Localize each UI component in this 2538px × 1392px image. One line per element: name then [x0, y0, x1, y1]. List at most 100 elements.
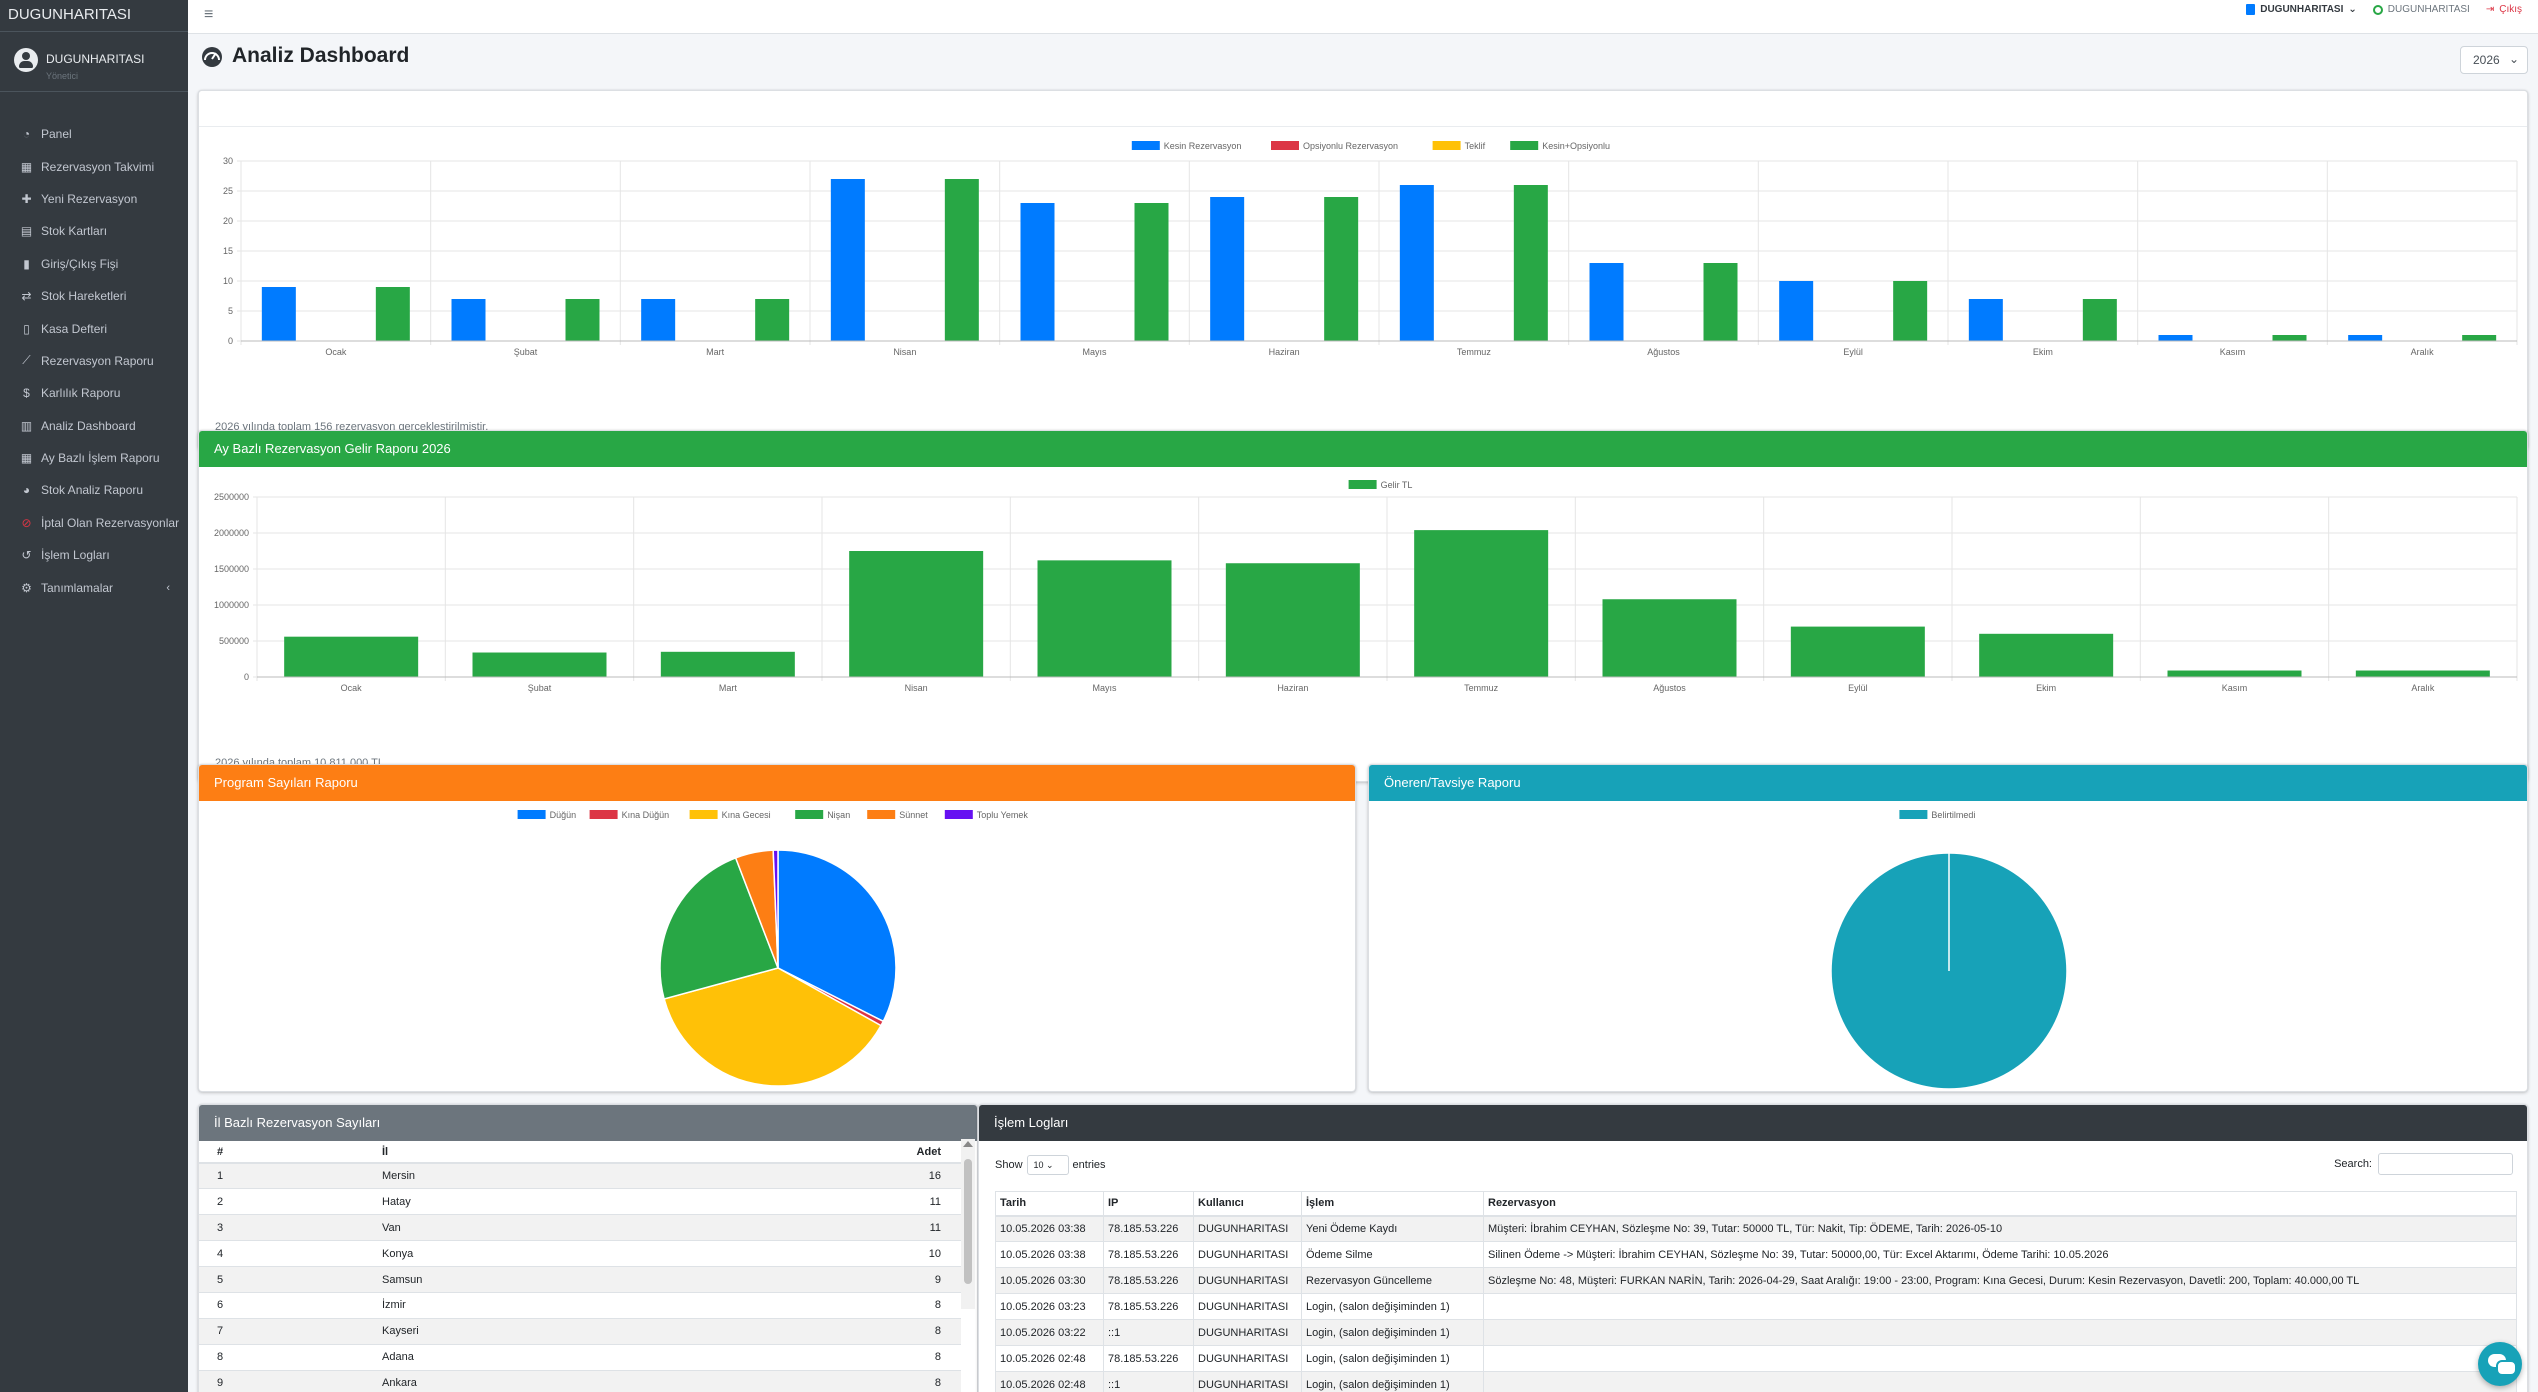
sidebar-item-analysis-dashboard[interactable]: ▥ Analiz Dashboard — [0, 410, 188, 442]
sidebar-item-cancelled-reservations[interactable]: ⊘ İptal Olan Rezervasyonlar — [0, 507, 188, 539]
user-panel[interactable]: DUGUNHARITASI Yönetici — [0, 32, 188, 92]
table-row[interactable]: 2 Hatay 11 — [199, 1188, 961, 1215]
sidebar-item-transaction-logs[interactable]: ↺ İşlem Logları — [0, 539, 188, 571]
table-cell: 78.185.53.226 — [1103, 1345, 1194, 1372]
bar — [1979, 633, 2114, 677]
table-row[interactable]: 4 Konya 10 — [199, 1240, 961, 1267]
legend-swatch — [589, 810, 618, 819]
entries-select[interactable]: 10 ⌄ — [1026, 1155, 1069, 1175]
column-header[interactable]: Kullanıcı — [1193, 1191, 1302, 1217]
table-cell: Müşteri: İbrahim CEYHAN, Sözleşme No: 39… — [1483, 1215, 2517, 1242]
brand-logo[interactable]: DUGUNHARITASI — [0, 0, 188, 32]
bar — [1602, 599, 1737, 677]
sidebar-item-reservation-report[interactable]: ⟋ Rezervasyon Raporu — [0, 345, 188, 377]
bar — [641, 299, 676, 341]
logout-link[interactable]: ⇥ Çıkış — [2486, 4, 2522, 15]
sidebar-item-stock-movements[interactable]: ⇄ Stok Hareketleri — [0, 280, 188, 312]
table-cell: ::1 — [1103, 1319, 1194, 1346]
table-header-row: # İl Adet — [199, 1141, 961, 1164]
table-row[interactable]: 7 Kayseri 8 — [199, 1317, 961, 1345]
company-dropdown[interactable]: DUGUNHARITASI ⌄ — [2246, 4, 2357, 15]
table-row[interactable]: 8 Adana 8 — [199, 1343, 961, 1371]
scroll-up-icon[interactable] — [963, 1141, 973, 1147]
bar — [1020, 203, 1055, 341]
table-cell — [1483, 1319, 2517, 1346]
sidebar-item-new-reservation[interactable]: ✚ Yeni Rezervasyon — [0, 183, 188, 215]
province-table-card: İl Bazlı Rezervasyon Sayıları # İl Adet … — [198, 1104, 978, 1392]
table-cell: 9 — [652, 1266, 961, 1293]
legend-label: Belirtilmedi — [1931, 810, 1975, 820]
table-row[interactable]: 3 Van 11 — [199, 1214, 961, 1241]
sidebar-item-entry-exit-slip[interactable]: ▮ Giriş/Çıkış Fişi — [0, 248, 188, 280]
column-header[interactable]: Tarih — [995, 1191, 1104, 1217]
legend-label: Düğün — [550, 810, 577, 820]
province-table-wrap: # İl Adet 1 Mersin 16 2 Hatay 11 3 Van 11 4 Konya 1… — [199, 1141, 961, 1392]
column-header[interactable]: İşlem — [1301, 1191, 1484, 1217]
sidebar-item-reservation-calendar[interactable]: ▦ Rezervasyon Takvimi — [0, 150, 188, 182]
user-name[interactable]: DUGUNHARITASI — [46, 52, 145, 66]
x-tick-label: Mart — [719, 683, 737, 693]
table-row[interactable]: 10.05.2026 02:48::1 DUGUNHARITASI Login, (… — [995, 1371, 2517, 1392]
table-row[interactable]: 6 İzmir 8 — [199, 1291, 961, 1319]
bar — [1779, 281, 1814, 341]
table-cell: Hatay — [364, 1188, 653, 1215]
sidebar-item-label: Panel — [41, 127, 72, 142]
entries-label: entries — [1072, 1159, 1106, 1171]
page-header: Analiz Dashboard — [200, 44, 409, 68]
table-cell: DUGUNHARITASI — [1193, 1215, 1302, 1242]
sidebar-item-label: Giriş/Çıkış Fişi — [41, 256, 119, 271]
column-header[interactable]: Rezervasyon — [1483, 1191, 2517, 1217]
table-cell: 78.185.53.226 — [1103, 1267, 1194, 1294]
sidebar-item-label: Yeni Rezervasyon — [41, 191, 138, 206]
sidebar-item-panel[interactable]: ◔ Panel — [0, 118, 188, 150]
table-cell: Mersin — [364, 1162, 653, 1189]
sidebar-item-stock-analysis-report[interactable]: ◕ Stok Analiz Raporu — [0, 474, 188, 506]
x-tick-label: Mart — [706, 347, 724, 357]
menu-toggle-icon[interactable]: ≡ — [204, 6, 214, 23]
table-row[interactable]: 9 Ankara 8 — [199, 1369, 961, 1392]
table-row[interactable]: 10.05.2026 03:30 78.185.53.226 DUGUNHARITA… — [995, 1267, 2517, 1294]
legend-swatch — [1131, 141, 1160, 150]
sidebar-item-profitability-report[interactable]: $ Karlılık Raporu — [0, 377, 188, 409]
x-tick-label: Ağustos — [1647, 347, 1680, 357]
table-row[interactable]: 5 Samsun 9 — [199, 1266, 961, 1293]
logout-label: Çıkış — [2499, 4, 2522, 15]
legend-swatch — [944, 810, 973, 819]
sidebar-item-definitions[interactable]: ⚙ Tanımlamalar ‹ — [0, 571, 188, 603]
table-row[interactable]: 1 Mersin 16 — [199, 1162, 961, 1189]
sidebar-item-monthly-transaction-report[interactable]: ▦ Ay Bazlı İşlem Raporu — [0, 442, 188, 474]
bar — [2462, 335, 2497, 341]
search-input[interactable] — [2378, 1153, 2513, 1175]
scrollbar-thumb[interactable] — [964, 1159, 972, 1284]
user-menu[interactable]: DUGUNHARITASI — [2372, 4, 2470, 15]
bar — [565, 299, 600, 341]
table-header-row: Tarih IP Kullanıcı İşlem Rezervasyon — [995, 1191, 2517, 1217]
bar — [1414, 530, 1549, 677]
table-row[interactable]: 10.05.2026 03:38 78.185.53.226 DUGUNHARITA… — [995, 1241, 2517, 1268]
sidebar-item-stock-cards[interactable]: ▤ Stok Kartları — [0, 215, 188, 247]
legend-label: Opsiyonlu Rezervasyon — [1303, 141, 1398, 151]
chat-button[interactable] — [2478, 1342, 2522, 1386]
building-icon — [2246, 4, 2256, 15]
province-scrollbar[interactable] — [961, 1139, 975, 1309]
bar — [1324, 197, 1359, 341]
table-cell: DUGUNHARITASI — [1193, 1345, 1302, 1372]
x-tick-label: Nisan — [905, 683, 928, 693]
column-header[interactable]: Adet — [652, 1141, 961, 1164]
year-select[interactable]: 2026 ⌄ — [2460, 46, 2528, 74]
column-header[interactable]: IP — [1103, 1191, 1194, 1217]
table-row[interactable]: 10.05.2026 03:23 78.185.53.226 DUGUNHARITA… — [995, 1293, 2517, 1320]
table-row[interactable]: 10.05.2026 03:38 78.185.53.226 DUGUNHARITA… — [995, 1215, 2517, 1242]
table-row[interactable]: 10.05.2026 02:48 78.185.53.226 DUGUNHARITA… — [995, 1345, 2517, 1372]
y-tick-label: 500000 — [219, 636, 249, 646]
referral-chart-header: Öneren/Tavsiye Raporu — [1369, 765, 2527, 801]
column-header[interactable]: # — [199, 1141, 364, 1164]
x-tick-label: Eylül — [1843, 347, 1863, 357]
column-header[interactable]: İl — [364, 1141, 653, 1164]
exchange-icon: ⇄ — [21, 289, 32, 304]
sidebar-item-cash-book[interactable]: ▯ Kasa Defteri — [0, 312, 188, 344]
x-tick-label: Şubat — [528, 683, 552, 693]
table-row[interactable]: 10.05.2026 03:22::1 DUGUNHARITASI Login, (… — [995, 1319, 2517, 1346]
page-title: Analiz Dashboard — [232, 44, 410, 67]
user-avatar-icon — [14, 48, 38, 72]
